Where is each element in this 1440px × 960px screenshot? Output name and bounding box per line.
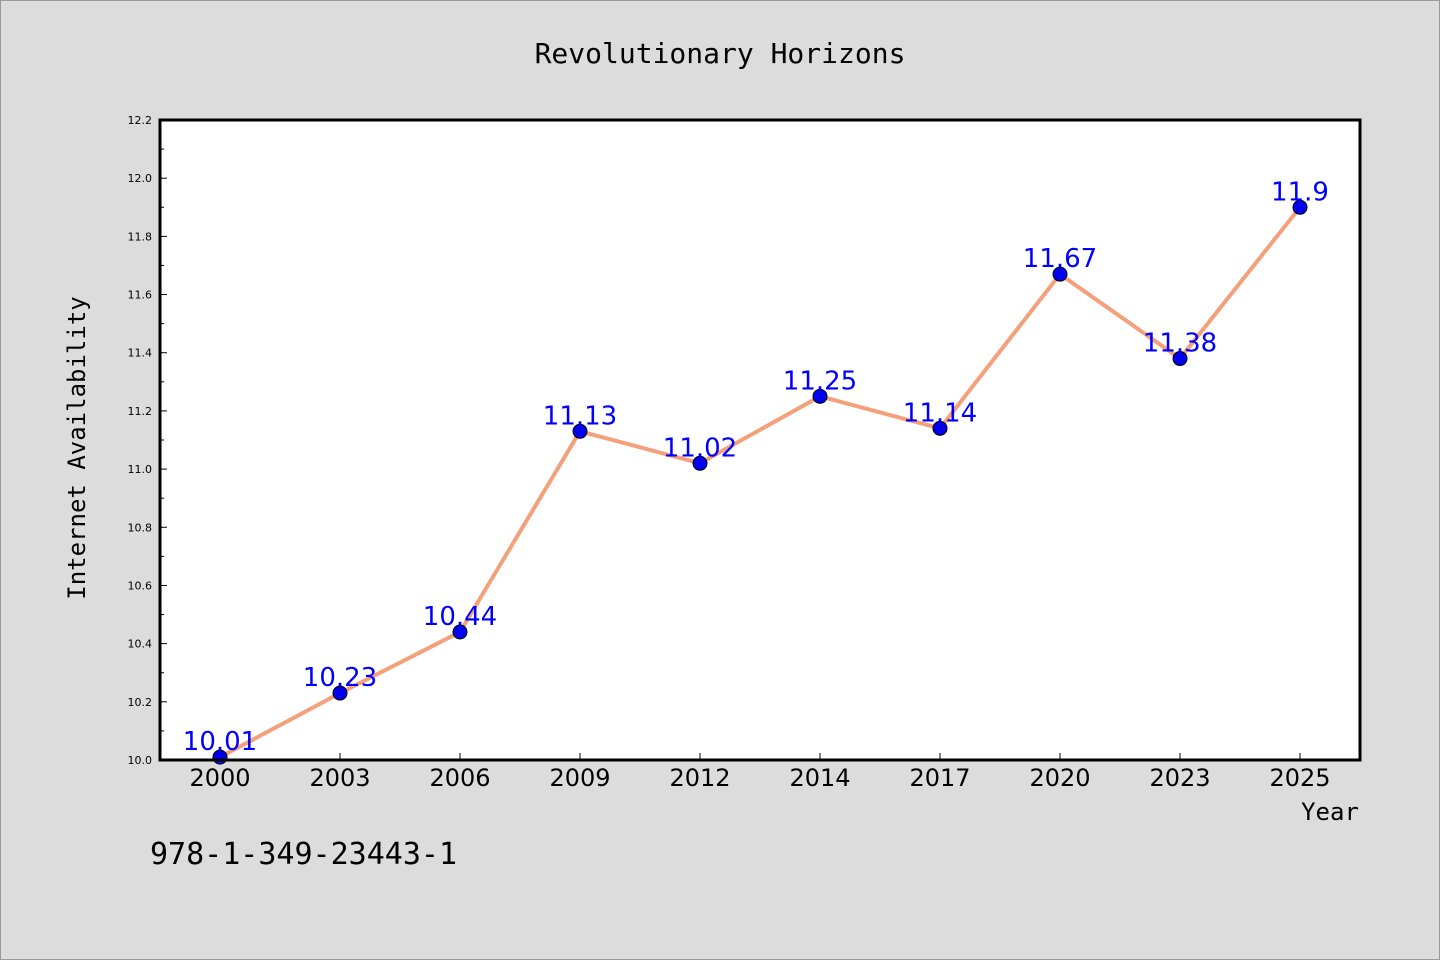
x-tick-label: 2025: [1269, 764, 1330, 792]
y-tick-label: 12.2: [128, 114, 153, 127]
data-label: 10.23: [303, 663, 377, 693]
data-label: 10.44: [423, 602, 497, 632]
data-point: [572, 423, 588, 439]
data-point: [812, 388, 828, 404]
data-label: 11.67: [1023, 244, 1097, 274]
y-tick-label: 10.8: [128, 521, 153, 534]
plot-area: [160, 120, 1360, 760]
data-label: 10.01: [183, 727, 257, 757]
x-tick-label: 2009: [549, 764, 610, 792]
y-tick-label: 11.4: [128, 347, 153, 360]
data-label: 11.25: [783, 366, 857, 396]
x-tick-label: 2000: [189, 764, 250, 792]
y-tick-label: 11.2: [128, 405, 153, 418]
y-axis-label: Internet Availability: [63, 296, 91, 599]
x-tick-label: 2014: [789, 764, 850, 792]
series-layer: 10.01 10.23 10.44 11.13 11.02 11.25 11.14 11.67…: [183, 177, 1329, 765]
data-label: 11.9: [1271, 177, 1329, 207]
data-point: [1052, 266, 1068, 282]
y-tick-label: 11.6: [128, 289, 153, 302]
data-point: [692, 455, 708, 471]
data-point: [1172, 351, 1188, 367]
data-point: [1292, 199, 1308, 215]
data-label: 11.13: [543, 401, 617, 431]
x-tick-label: 2006: [429, 764, 490, 792]
x-tick-label: 2003: [309, 764, 370, 792]
data-point: [452, 624, 468, 640]
chart-title: Revolutionary Horizons: [535, 37, 906, 70]
y-tick-label: 12.0: [128, 172, 153, 185]
x-axis-label: Year: [1301, 798, 1359, 826]
y-tick-label: 10.0: [128, 754, 153, 767]
y-tick-label: 11.0: [128, 463, 153, 476]
y-tick-label: 10.6: [128, 579, 153, 592]
data-label: 11.14: [903, 398, 977, 428]
x-tick-label: 2017: [909, 764, 970, 792]
isbn-annotation: 978-1-349-23443-1: [150, 837, 457, 872]
y-tick-label: 11.8: [128, 230, 153, 243]
data-label: 11.38: [1143, 329, 1217, 359]
y-axis: 10.0 10.2 10.4 10.6 10.8 11.0 11.2 11.4 11.6 11.8…: [128, 114, 167, 767]
x-axis: 2000 2003 2006 2009 2012 2014 2017 2020 2023 2025: [189, 753, 1331, 792]
x-tick-label: 2012: [669, 764, 730, 792]
data-point: [932, 420, 948, 436]
data-label: 11.02: [663, 433, 737, 463]
data-point: [332, 685, 348, 701]
x-tick-label: 2020: [1029, 764, 1090, 792]
y-tick-label: 10.2: [128, 696, 153, 709]
plot-frame: [158, 118, 1362, 762]
y-tick-label: 10.4: [128, 638, 153, 651]
x-tick-label: 2023: [1149, 764, 1210, 792]
series-line: [219, 206, 1302, 759]
